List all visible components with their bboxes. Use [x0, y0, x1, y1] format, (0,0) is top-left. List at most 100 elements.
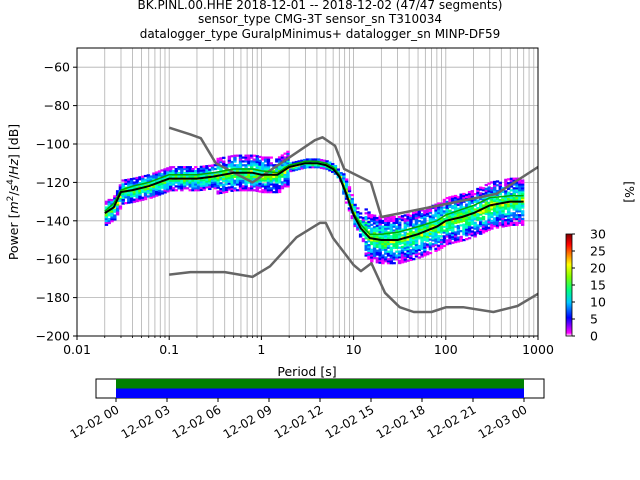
heatmap-cell	[398, 260, 402, 263]
heatmap-cell	[277, 160, 282, 163]
heatmap-cell	[428, 230, 433, 234]
heatmap-cell	[389, 225, 394, 228]
heatmap-cell	[389, 254, 394, 257]
heatmap-cell	[428, 238, 433, 241]
heatmap-cell	[400, 217, 405, 220]
heatmap-cell	[420, 243, 424, 247]
heatmap-cell	[431, 214, 435, 217]
heatmap-cell	[448, 200, 452, 203]
heatmap-cell	[515, 183, 519, 186]
heatmap-cell	[456, 224, 461, 228]
heatmap-cell	[191, 168, 195, 171]
heatmap-cell	[283, 177, 287, 180]
heatmap-cell	[370, 235, 374, 238]
heatmap-cell	[467, 215, 472, 219]
heatmap-cell	[300, 159, 304, 162]
heatmap-cell	[252, 185, 257, 188]
heatmap-cell	[157, 179, 162, 183]
heatmap-cell	[400, 240, 405, 243]
heatmap-cell	[143, 180, 148, 183]
heatmap-cell	[149, 177, 153, 180]
heatmap-cell	[297, 160, 301, 163]
heatmap-cell	[392, 256, 396, 259]
heatmap-cell	[168, 171, 173, 175]
heatmap-cell	[381, 219, 385, 223]
heatmap-cell	[328, 161, 332, 164]
heatmap-cell	[113, 197, 117, 200]
heatmap-cell	[406, 225, 410, 228]
heatmap-cell	[224, 175, 229, 178]
heatmap-cell	[487, 197, 491, 201]
heatmap-cell	[492, 190, 497, 193]
heatmap-cell	[459, 197, 463, 200]
heatmap-cell	[372, 216, 377, 219]
heatmap-cell	[428, 209, 433, 212]
heatmap-cell	[124, 178, 128, 182]
heatmap-cell	[272, 175, 276, 178]
heatmap-cell	[213, 164, 218, 167]
heatmap-cell	[255, 155, 259, 158]
heatmap-cell	[509, 196, 514, 200]
heatmap-cell	[456, 211, 461, 214]
heatmap-cell	[417, 223, 421, 227]
heatmap-cell	[479, 230, 483, 233]
heatmap-cell	[437, 227, 441, 230]
heatmap-cell	[462, 212, 466, 215]
heatmap-cell	[506, 199, 511, 202]
heatmap-cell	[439, 214, 444, 217]
heatmap-cell	[406, 217, 410, 220]
heatmap-cell	[431, 233, 435, 236]
heatmap-cell	[417, 214, 421, 217]
heatmap-cell	[512, 202, 516, 205]
heatmap-cell	[487, 226, 491, 229]
heatmap-cell	[462, 214, 466, 217]
heatmap-cell	[409, 251, 413, 254]
heatmap-cell	[515, 208, 519, 211]
heatmap-cell	[406, 213, 410, 216]
heatmap-cell	[252, 160, 257, 163]
heatmap-cell	[501, 211, 505, 215]
series-line-black-mode-line	[104, 162, 524, 241]
heatmap-cell	[185, 181, 190, 184]
heatmap-cell	[308, 158, 313, 161]
heatmap-cell	[395, 242, 399, 246]
heatmap-cell	[269, 171, 273, 175]
heatmap-cell	[498, 187, 502, 190]
heatmap-cell	[451, 212, 455, 216]
heatmap-cell	[403, 248, 408, 252]
heatmap-cell	[462, 219, 466, 222]
heatmap-cell	[275, 158, 279, 161]
heatmap-cell	[392, 258, 396, 261]
heatmap-cell	[378, 230, 382, 234]
heatmap-cell	[241, 173, 246, 176]
heatmap-cell	[107, 202, 111, 205]
heatmap-cell	[445, 233, 449, 236]
heatmap-cell	[127, 188, 131, 191]
heatmap-cell	[520, 212, 525, 215]
heatmap-cell	[104, 219, 109, 223]
heatmap-cell	[465, 195, 469, 199]
heatmap-cell	[425, 208, 430, 212]
heatmap-cell	[479, 194, 483, 197]
heatmap-cell	[143, 197, 148, 201]
heatmap-cell	[411, 238, 416, 242]
heatmap-cell	[247, 187, 251, 190]
heatmap-cell	[501, 223, 505, 226]
heatmap-cell	[414, 245, 419, 248]
heatmap-cell	[465, 213, 469, 216]
heatmap-cell	[453, 237, 458, 240]
heatmap-cell	[456, 228, 461, 232]
heatmap-cell	[261, 167, 265, 171]
heatmap-cell	[372, 231, 377, 235]
heatmap-cell	[451, 199, 455, 202]
heatmap-cell	[118, 205, 123, 208]
heatmap-cell	[127, 197, 131, 200]
heatmap-cell	[520, 185, 525, 188]
heatmap-cell	[319, 159, 324, 162]
heatmap-cell	[403, 218, 408, 221]
heatmap-cell	[400, 245, 405, 249]
timeline-tick-label: 12-02 12	[272, 402, 326, 441]
heatmap-cell	[146, 191, 151, 194]
heatmap-cell	[392, 225, 396, 228]
heatmap-cell	[146, 174, 151, 177]
